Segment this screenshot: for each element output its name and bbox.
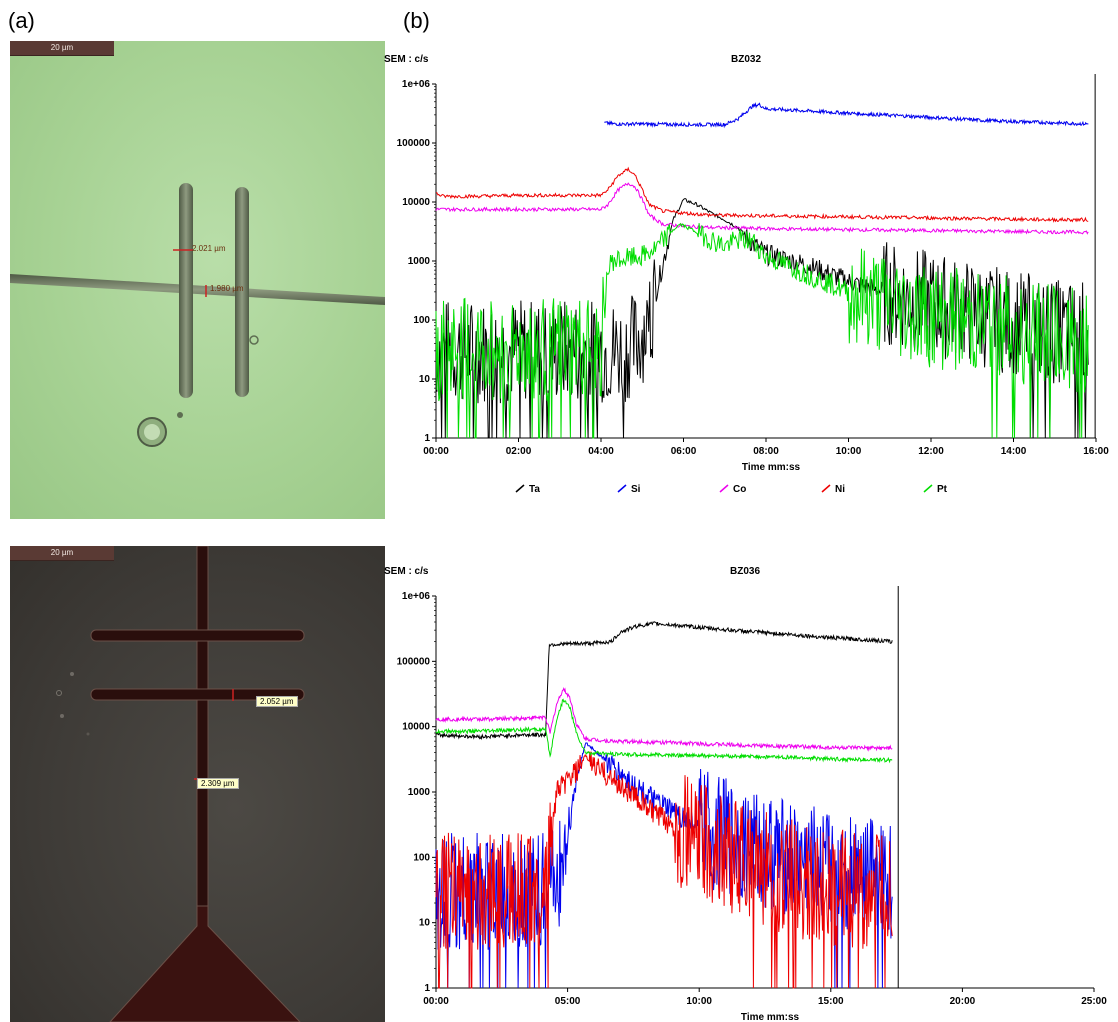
series-line-pt	[435, 222, 1089, 439]
legend-entry: Ta	[529, 484, 540, 495]
measurement-label: 1.980 µm	[210, 284, 244, 293]
horizontal-channel-lower	[90, 688, 305, 701]
series-line-ni	[435, 751, 893, 989]
x-tick-label: 12:00	[918, 446, 944, 457]
x-tick-label: 25:00	[1081, 996, 1107, 1007]
y-tick-label: 100000	[397, 656, 431, 667]
y-axis-label: SEM : c/s	[384, 54, 429, 65]
series-line-pt	[435, 698, 893, 764]
x-tick-label: 10:00	[836, 446, 862, 457]
y-tick-label: 1000	[408, 787, 431, 798]
x-tick-label: 20:00	[950, 996, 976, 1007]
legend-swatch	[617, 484, 627, 493]
vertical-channel	[196, 546, 209, 917]
series-line-ni	[436, 166, 1089, 223]
legend-entry: Pt	[937, 484, 948, 495]
y-tick-label: 10	[419, 374, 431, 385]
legend-entry: Ni	[835, 484, 845, 495]
legend-swatch	[719, 484, 729, 493]
x-tick-label: 16:00	[1083, 446, 1109, 457]
channel-structure	[10, 183, 385, 447]
series-line-si	[604, 102, 1089, 129]
x-tick-label: 08:00	[753, 446, 779, 457]
legend-swatch	[821, 484, 831, 493]
vertical-channel-right	[235, 187, 249, 397]
y-tick-label: 1e+06	[402, 79, 431, 90]
chart-title: BZ032	[731, 54, 761, 65]
horizontal-channel	[10, 274, 385, 305]
chart-title: BZ036	[730, 566, 760, 577]
series-line-ta	[435, 197, 1089, 439]
legend-swatch	[515, 484, 525, 493]
scale-bar: 20 µm	[10, 41, 114, 56]
measurement-label: 2.021 µm	[192, 244, 226, 253]
panel-label-a: (a)	[8, 8, 35, 33]
y-axis-label: SEM : c/s	[384, 566, 429, 577]
channel-structure	[56, 546, 305, 1022]
scale-bar: 20 µm	[10, 546, 114, 561]
legend-entry: Si	[631, 484, 641, 495]
x-axis-label: Time mm:ss	[742, 462, 801, 473]
series-line-ta	[435, 621, 893, 741]
x-tick-label: 00:00	[423, 996, 449, 1007]
x-tick-label: 14:00	[1001, 446, 1027, 457]
measurement-label: 2.309 µm	[197, 778, 239, 789]
y-tick-label: 10	[419, 918, 431, 929]
y-tick-label: 100	[413, 315, 430, 326]
x-axis-label: Time mm:ss	[741, 1012, 800, 1022]
y-tick-label: 1e+06	[402, 591, 431, 602]
series-line-co	[435, 686, 893, 752]
y-tick-label: 1000	[408, 256, 431, 267]
x-tick-label: 06:00	[671, 446, 697, 457]
y-tick-label: 1	[424, 433, 430, 444]
micrograph-top: 20 µm 2.021 µm 1.980 µm	[10, 41, 385, 519]
x-tick-label: 02:00	[506, 446, 532, 457]
legend-entry: Co	[733, 484, 746, 495]
depth-profile-chart-top: BZ032 SEM : c/s Time mm:ss 1 10 100 1000 10000 1…	[384, 54, 1109, 495]
x-tick-label: 04:00	[588, 446, 614, 457]
micrograph-bottom: 20 µm 2.052 µm 2.309 µm	[10, 546, 385, 1022]
x-tick-label: 00:00	[423, 446, 449, 457]
horizontal-channel-upper	[90, 629, 305, 642]
y-tick-label: 100000	[397, 138, 431, 149]
legend-swatch	[923, 484, 933, 493]
x-tick-label: 05:00	[555, 996, 581, 1007]
panel-label-b: (b)	[403, 8, 430, 33]
vertical-channel-left	[179, 183, 193, 398]
measurement-label: 2.052 µm	[256, 696, 298, 707]
depth-profile-chart-bottom: BZ036 SEM : c/s Time mm:ss 1 10 100 1000 10000 1…	[384, 566, 1107, 1022]
x-tick-label: 15:00	[818, 996, 844, 1007]
x-tick-label: 10:00	[686, 996, 712, 1007]
y-tick-label: 10000	[402, 722, 430, 733]
y-tick-label: 1	[424, 983, 430, 994]
reservoir	[109, 905, 301, 1022]
y-tick-label: 100	[413, 852, 430, 863]
y-tick-label: 10000	[402, 197, 430, 208]
series-line-co	[435, 182, 1089, 235]
